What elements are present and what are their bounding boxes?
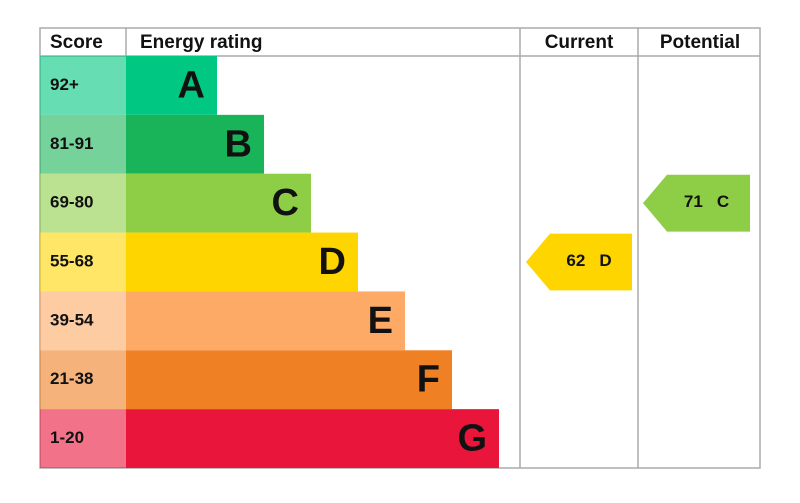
- score-label: 39-54: [50, 310, 94, 329]
- rating-bar: [126, 232, 358, 292]
- score-label: 55-68: [50, 251, 93, 270]
- header-current: Current: [545, 32, 614, 53]
- score-cell: [40, 173, 126, 233]
- score-label: 21-38: [50, 369, 93, 388]
- header-rating: Energy rating: [140, 32, 262, 53]
- rating-bar: [126, 114, 264, 174]
- header-potential: Potential: [660, 32, 740, 53]
- rating-letter: F: [417, 359, 440, 401]
- score-label: 1-20: [50, 428, 84, 447]
- potential-value: 71: [684, 193, 703, 212]
- potential-arrow: [643, 174, 750, 232]
- current-value: 62: [566, 251, 585, 270]
- rating-letter: E: [368, 300, 393, 342]
- rating-bar: [126, 56, 217, 115]
- rating-bar: [126, 173, 311, 233]
- rating-letter: D: [319, 241, 346, 283]
- score-cell: [40, 56, 126, 115]
- score-cell: [40, 114, 126, 174]
- rating-letter: B: [225, 123, 252, 165]
- score-label: 69-80: [50, 193, 93, 212]
- score-cell: [40, 291, 126, 351]
- score-cell: [40, 350, 126, 410]
- score-label: 92+: [50, 75, 79, 94]
- score-label: 81-91: [50, 134, 93, 153]
- rating-bar: [126, 409, 499, 468]
- rating-letter: A: [178, 64, 205, 106]
- rating-letter: C: [272, 182, 299, 224]
- rating-bar: [126, 350, 452, 410]
- current-arrow: [526, 233, 632, 291]
- rating-letter: G: [457, 418, 487, 460]
- score-cell: [40, 232, 126, 292]
- rating-bar: [126, 291, 405, 351]
- current-label: 62 D: [566, 251, 611, 270]
- score-cell: [40, 409, 126, 468]
- potential-label: 71 C: [684, 193, 729, 212]
- current-letter: D: [599, 251, 611, 270]
- header-score: Score: [50, 32, 103, 53]
- potential-letter: C: [717, 193, 729, 212]
